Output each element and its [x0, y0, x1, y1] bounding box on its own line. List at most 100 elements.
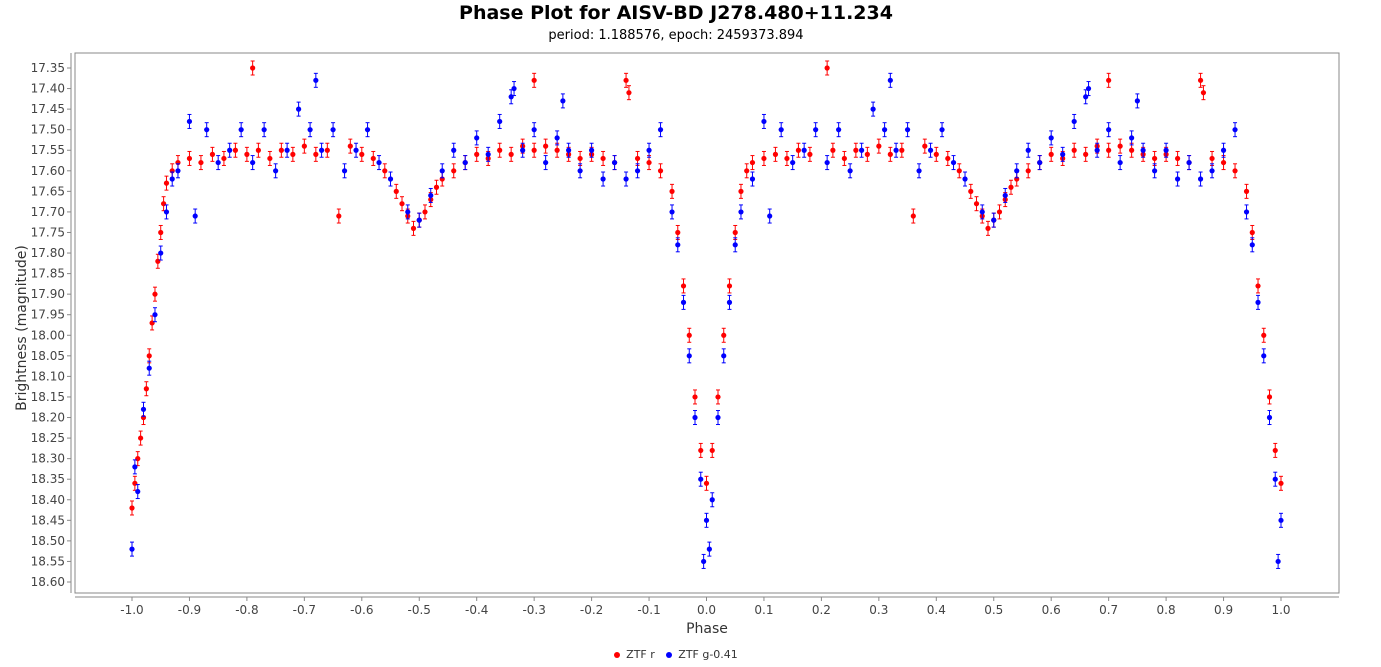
data-point [1261, 332, 1267, 338]
data-point [922, 143, 928, 149]
data-point [132, 464, 138, 470]
data-point [387, 176, 394, 182]
data-point [1209, 155, 1215, 162]
data-point [577, 168, 583, 174]
data-point [706, 546, 712, 552]
data-point [485, 151, 491, 157]
y-tick-label: 17.35 [31, 61, 65, 75]
data-point [149, 320, 155, 326]
data-point [341, 168, 348, 174]
y-tick-label: 17.90 [31, 287, 65, 301]
data-point [462, 159, 468, 166]
data-point [813, 127, 819, 133]
data-point [698, 447, 704, 454]
data-point [364, 127, 371, 133]
data-point [204, 127, 210, 133]
data-point [807, 151, 813, 157]
x-axis: -1.0 -0.9 -0.8 -0.7 -0.6 -0.5 -0.4 -0.3 -0.2 -0.1… [75, 596, 1339, 617]
data-point [950, 159, 957, 166]
data-point [152, 291, 158, 297]
data-point [626, 90, 632, 96]
data-point [830, 147, 836, 153]
y-tick-label: 17.95 [31, 308, 65, 322]
data-point [155, 258, 161, 264]
data-point [370, 155, 376, 162]
data-point [715, 414, 721, 421]
x-tick-label: -0.1 [637, 603, 660, 617]
data-point [985, 225, 991, 231]
data-point [669, 209, 675, 215]
data-point [359, 151, 365, 157]
data-point [520, 147, 526, 153]
data-point [146, 365, 152, 371]
data-point [169, 176, 175, 182]
legend-swatch-icon [666, 652, 673, 658]
data-point [945, 155, 951, 162]
data-point [962, 176, 968, 182]
x-tick-label: 0.7 [1099, 603, 1118, 617]
y-tick-label: 18.25 [31, 431, 65, 445]
data-point [623, 77, 629, 83]
data-point [709, 447, 715, 454]
data-point [1129, 147, 1135, 153]
data-point [497, 118, 503, 125]
data-point [1163, 147, 1169, 153]
data-point [474, 135, 480, 141]
series-layer [129, 60, 1284, 569]
data-point [824, 159, 830, 166]
data-point [611, 159, 618, 166]
data-point [1255, 283, 1261, 289]
data-point [703, 517, 710, 523]
y-tick-label: 17.50 [31, 123, 65, 137]
data-point [600, 176, 606, 182]
data-point [701, 558, 707, 565]
data-point [428, 192, 434, 199]
data-point [715, 394, 721, 400]
data-point [1174, 155, 1181, 162]
data-point [887, 77, 893, 83]
data-point [1083, 151, 1089, 157]
data-point [904, 127, 911, 133]
data-point [675, 242, 681, 248]
data-point [290, 151, 296, 157]
data-point [721, 353, 727, 359]
data-point [968, 188, 974, 194]
data-point [692, 414, 698, 421]
y-tick-label: 18.30 [31, 452, 65, 466]
data-point [227, 147, 233, 153]
data-point [991, 217, 997, 223]
data-point [738, 209, 744, 215]
data-point [1266, 394, 1273, 400]
x-tick-label: -0.9 [178, 603, 201, 617]
y-tick-label: 17.85 [31, 267, 65, 281]
data-point [135, 488, 141, 495]
data-point [698, 476, 704, 482]
data-point [313, 151, 319, 157]
data-point [278, 147, 284, 153]
data-point [686, 332, 692, 338]
data-point [1174, 176, 1181, 182]
y-tick-label: 17.60 [31, 164, 65, 178]
data-point [646, 147, 652, 153]
data-point [135, 456, 141, 462]
data-point [738, 188, 744, 194]
chart-subtitle: period: 1.188576, epoch: 2459373.894 [548, 28, 804, 43]
data-point [646, 159, 652, 166]
legend-label-ztf-g: ZTF g-0.41 [678, 648, 738, 661]
data-point [393, 188, 399, 194]
data-point [1048, 151, 1054, 157]
data-point [1232, 168, 1238, 174]
series-0 [129, 60, 1284, 516]
data-point [1094, 147, 1100, 153]
data-point [324, 147, 330, 153]
data-point [433, 184, 440, 190]
x-tick-label: -0.5 [408, 603, 431, 617]
x-tick-label: 0.2 [812, 603, 831, 617]
data-point [215, 159, 221, 166]
data-point [209, 151, 216, 157]
data-point [761, 118, 767, 125]
data-point [244, 151, 250, 157]
data-point [1266, 414, 1273, 421]
data-point [657, 168, 664, 174]
x-tick-label: 0.6 [1042, 603, 1061, 617]
